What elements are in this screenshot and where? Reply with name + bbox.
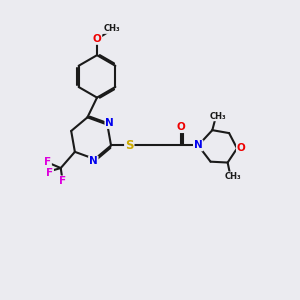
Text: CH₃: CH₃ xyxy=(103,24,120,33)
Text: N: N xyxy=(89,157,98,166)
Text: F: F xyxy=(46,168,53,178)
Text: F: F xyxy=(58,176,66,186)
Text: N: N xyxy=(194,140,203,151)
Text: O: O xyxy=(177,122,185,132)
Text: N: N xyxy=(105,118,114,128)
Text: O: O xyxy=(93,34,101,44)
Text: F: F xyxy=(44,157,51,167)
Text: S: S xyxy=(125,139,134,152)
Text: O: O xyxy=(237,143,246,153)
Text: CH₃: CH₃ xyxy=(210,112,226,121)
Text: CH₃: CH₃ xyxy=(225,172,241,181)
